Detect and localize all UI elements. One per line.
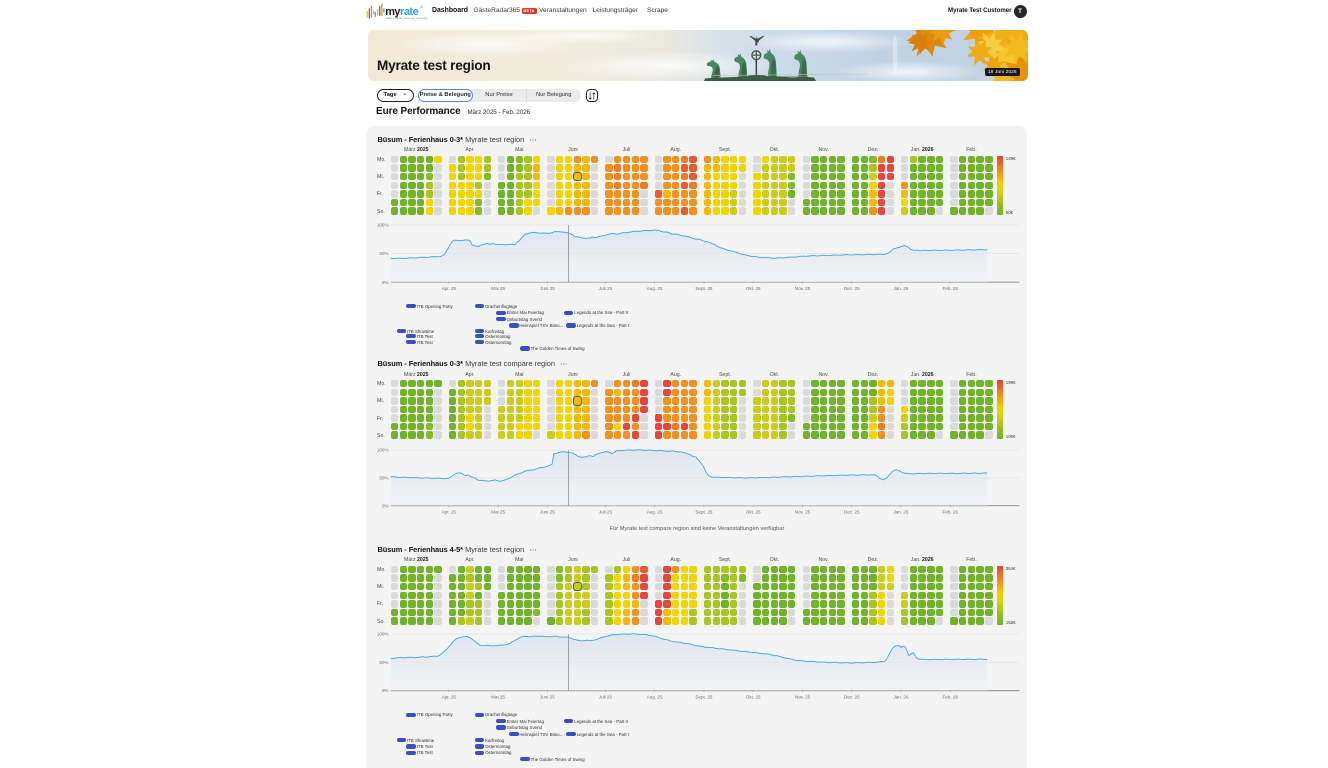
svg-text:Aug. 25: Aug. 25 [647,509,663,514]
svg-text:Juli 25: Juli 25 [599,694,613,699]
svg-text:Mai 25: Mai 25 [491,509,505,514]
svg-text:0%: 0% [382,503,389,508]
svg-text:Mai 25: Mai 25 [491,694,505,699]
svg-text:Juli 25: Juli 25 [599,509,613,514]
svg-text:Jan. 26: Jan. 26 [893,286,908,291]
svg-text:SMART DATA - STRONG TOURISM: SMART DATA - STRONG TOURISM [385,17,427,20]
svg-text:Jan. 26: Jan. 26 [893,694,908,699]
svg-text:Sept. 25: Sept. 25 [695,694,713,699]
svg-text:Jan. 26: Jan. 26 [893,509,908,514]
svg-text:Apr. 25: Apr. 25 [442,694,457,699]
svg-text:Okt. 25: Okt. 25 [746,694,761,699]
svg-text:Aug. 25: Aug. 25 [647,286,663,291]
svg-text:Okt. 25: Okt. 25 [746,286,761,291]
svg-text:Mai 25: Mai 25 [491,286,505,291]
svg-text:Feb. 26: Feb. 26 [942,509,958,514]
svg-text:50%: 50% [379,475,388,480]
svg-text:Apr. 25: Apr. 25 [442,286,457,291]
svg-text:Nov. 25: Nov. 25 [795,694,811,699]
svg-text:100%: 100% [377,447,389,452]
svg-text:50%: 50% [379,660,388,665]
svg-text:Dez. 25: Dez. 25 [844,694,860,699]
svg-text:Nov. 25: Nov. 25 [795,509,811,514]
svg-text:Juni 25: Juni 25 [540,694,555,699]
svg-text:Juni 25: Juni 25 [540,286,555,291]
svg-text:Juni 25: Juni 25 [540,509,555,514]
svg-text:Feb. 26: Feb. 26 [942,286,958,291]
svg-text:Juli 25: Juli 25 [599,286,613,291]
svg-text:Aug. 25: Aug. 25 [647,694,663,699]
svg-text:Feb. 26: Feb. 26 [943,694,959,699]
svg-text:50%: 50% [379,251,388,256]
svg-text:Nov. 25: Nov. 25 [795,286,811,291]
svg-text:Dez. 25: Dez. 25 [844,509,860,514]
svg-text:100%: 100% [377,222,389,227]
svg-text:Apr. 25: Apr. 25 [442,509,457,514]
svg-text:0%: 0% [382,688,389,693]
svg-text:0%: 0% [382,280,389,285]
svg-text:Sept. 25: Sept. 25 [695,509,713,514]
svg-text:Sept. 25: Sept. 25 [695,286,713,291]
svg-text:myrate: myrate [385,6,418,18]
svg-text:Okt. 25: Okt. 25 [746,509,761,514]
svg-text:Dez. 25: Dez. 25 [844,286,860,291]
svg-text:100%: 100% [377,632,389,637]
